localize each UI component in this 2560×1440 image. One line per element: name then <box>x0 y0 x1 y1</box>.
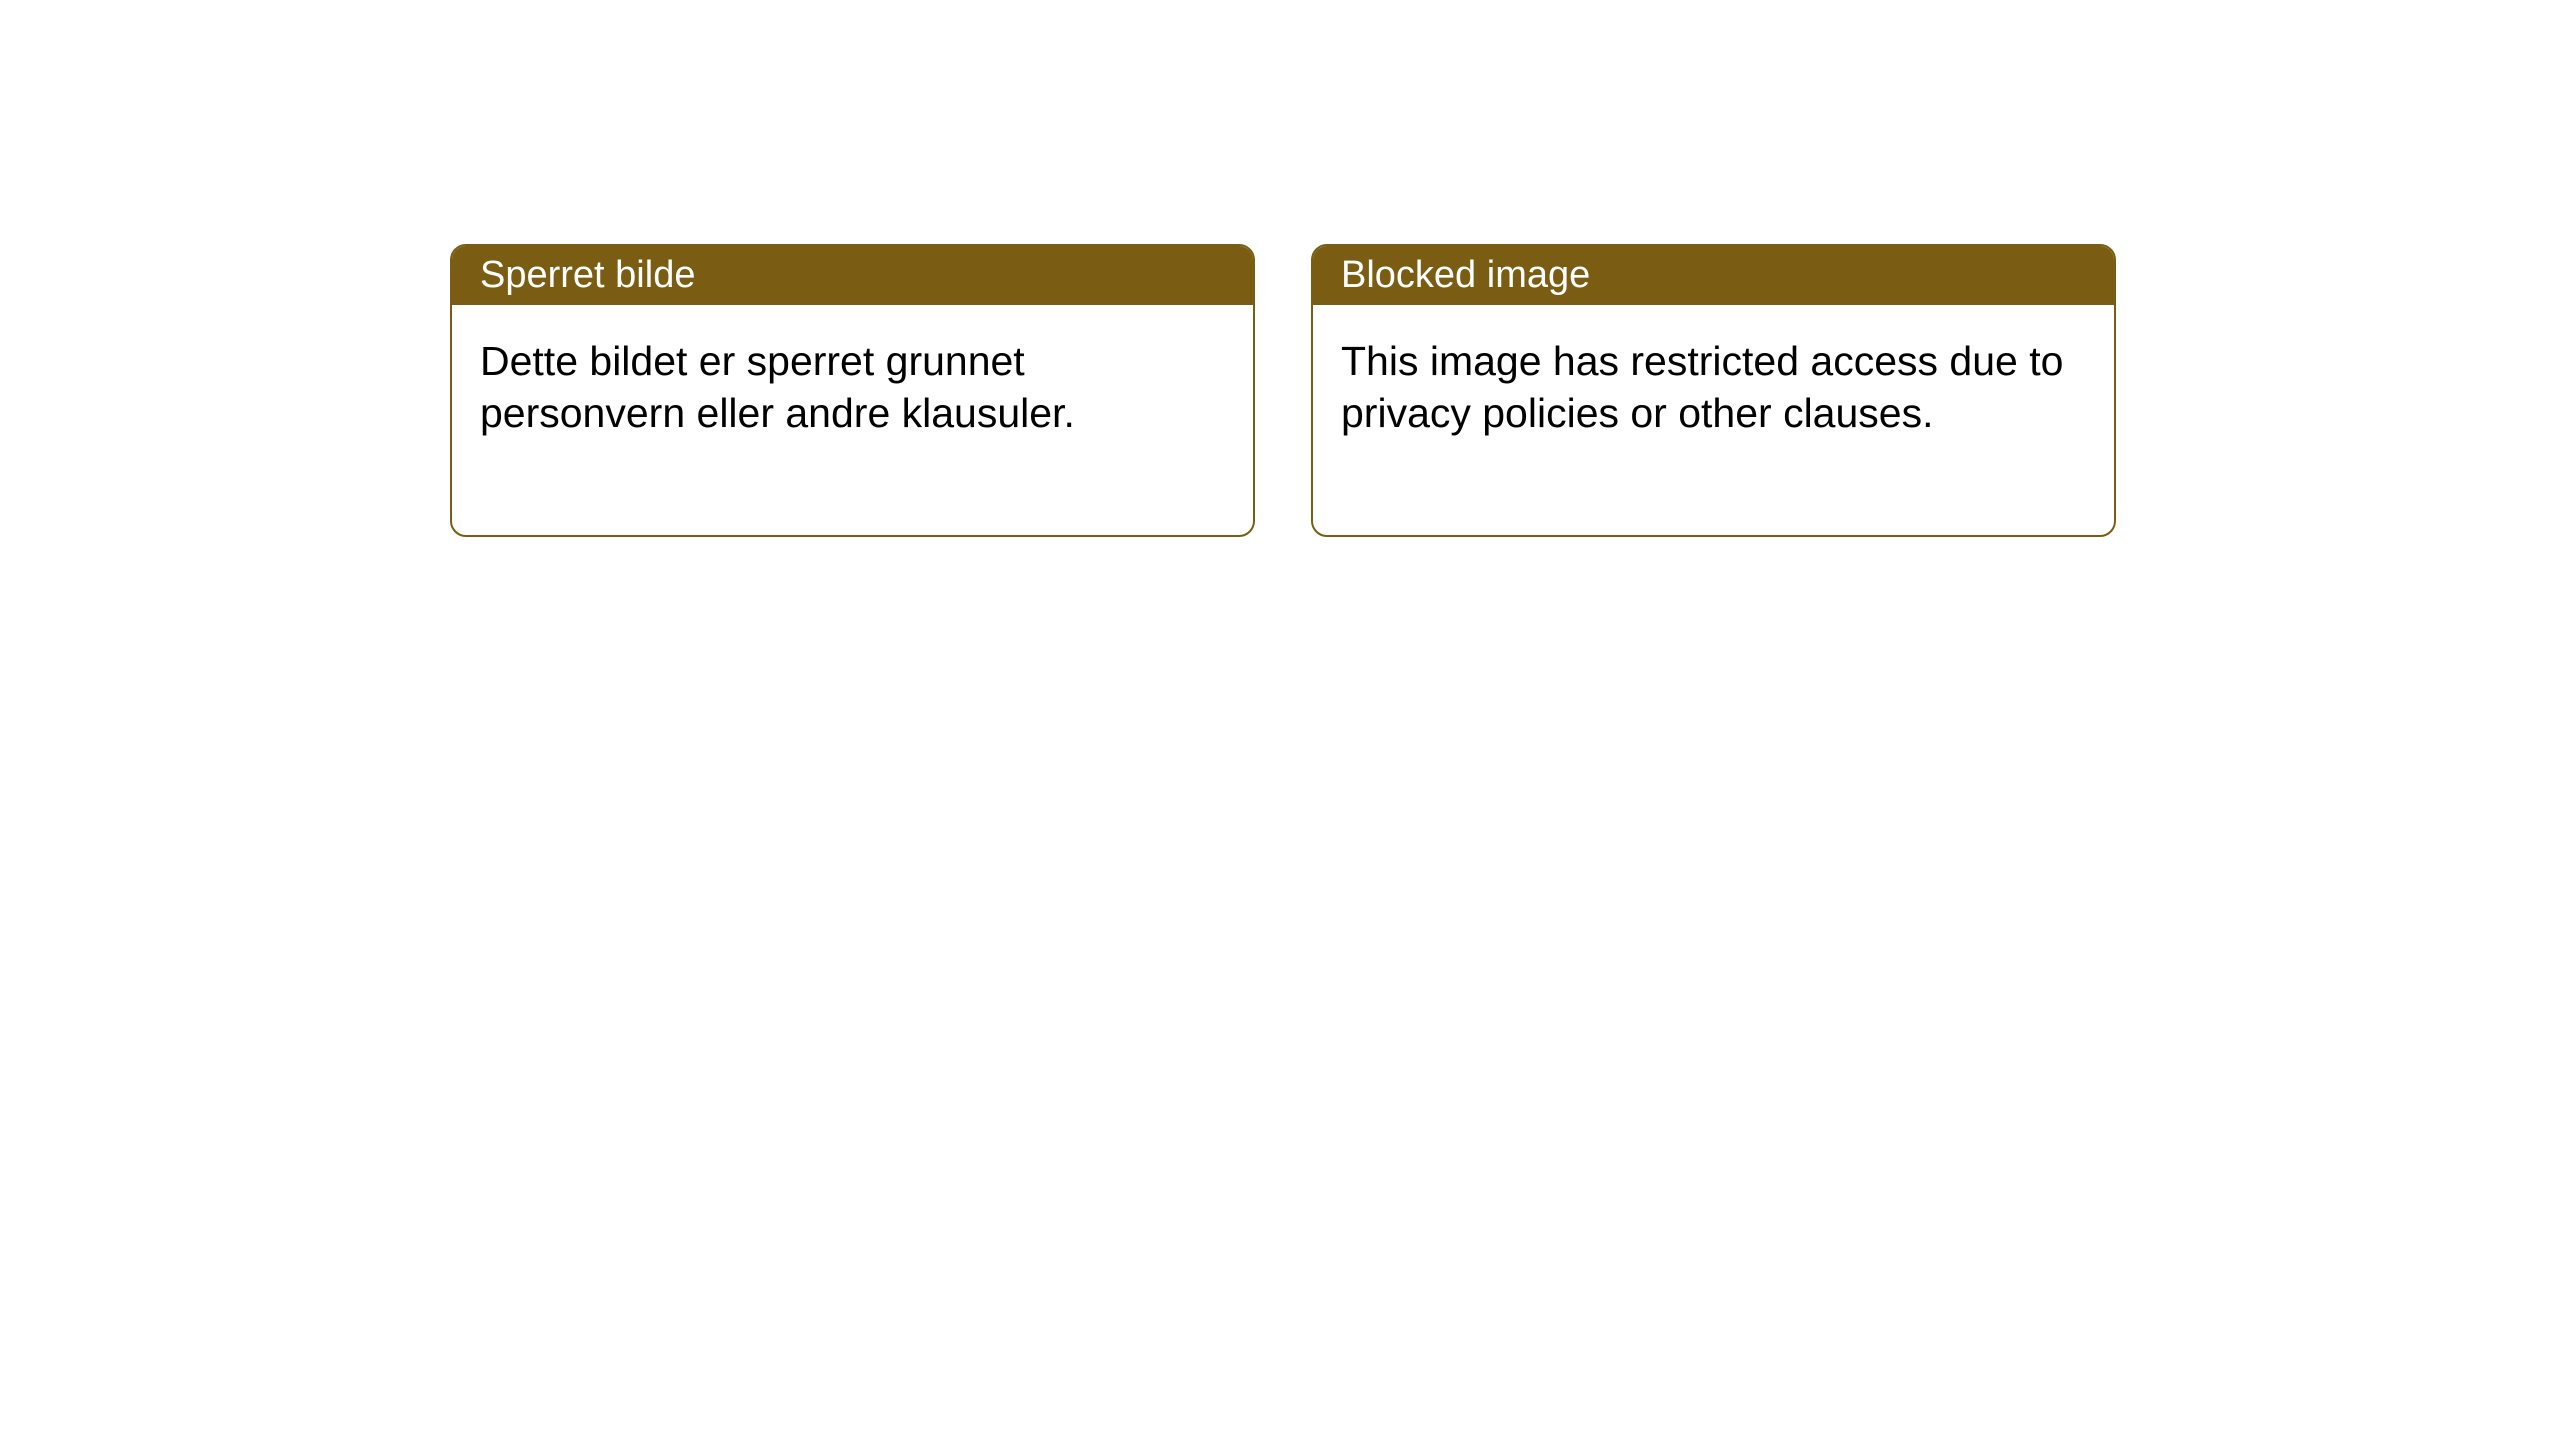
notice-body: Dette bildet er sperret grunnet personve… <box>452 305 1253 535</box>
notice-header: Blocked image <box>1313 246 2114 305</box>
notice-header: Sperret bilde <box>452 246 1253 305</box>
notice-card-english: Blocked image This image has restricted … <box>1311 244 2116 537</box>
notice-container: Sperret bilde Dette bildet er sperret gr… <box>450 244 2116 537</box>
notice-body: This image has restricted access due to … <box>1313 305 2114 535</box>
notice-card-norwegian: Sperret bilde Dette bildet er sperret gr… <box>450 244 1255 537</box>
